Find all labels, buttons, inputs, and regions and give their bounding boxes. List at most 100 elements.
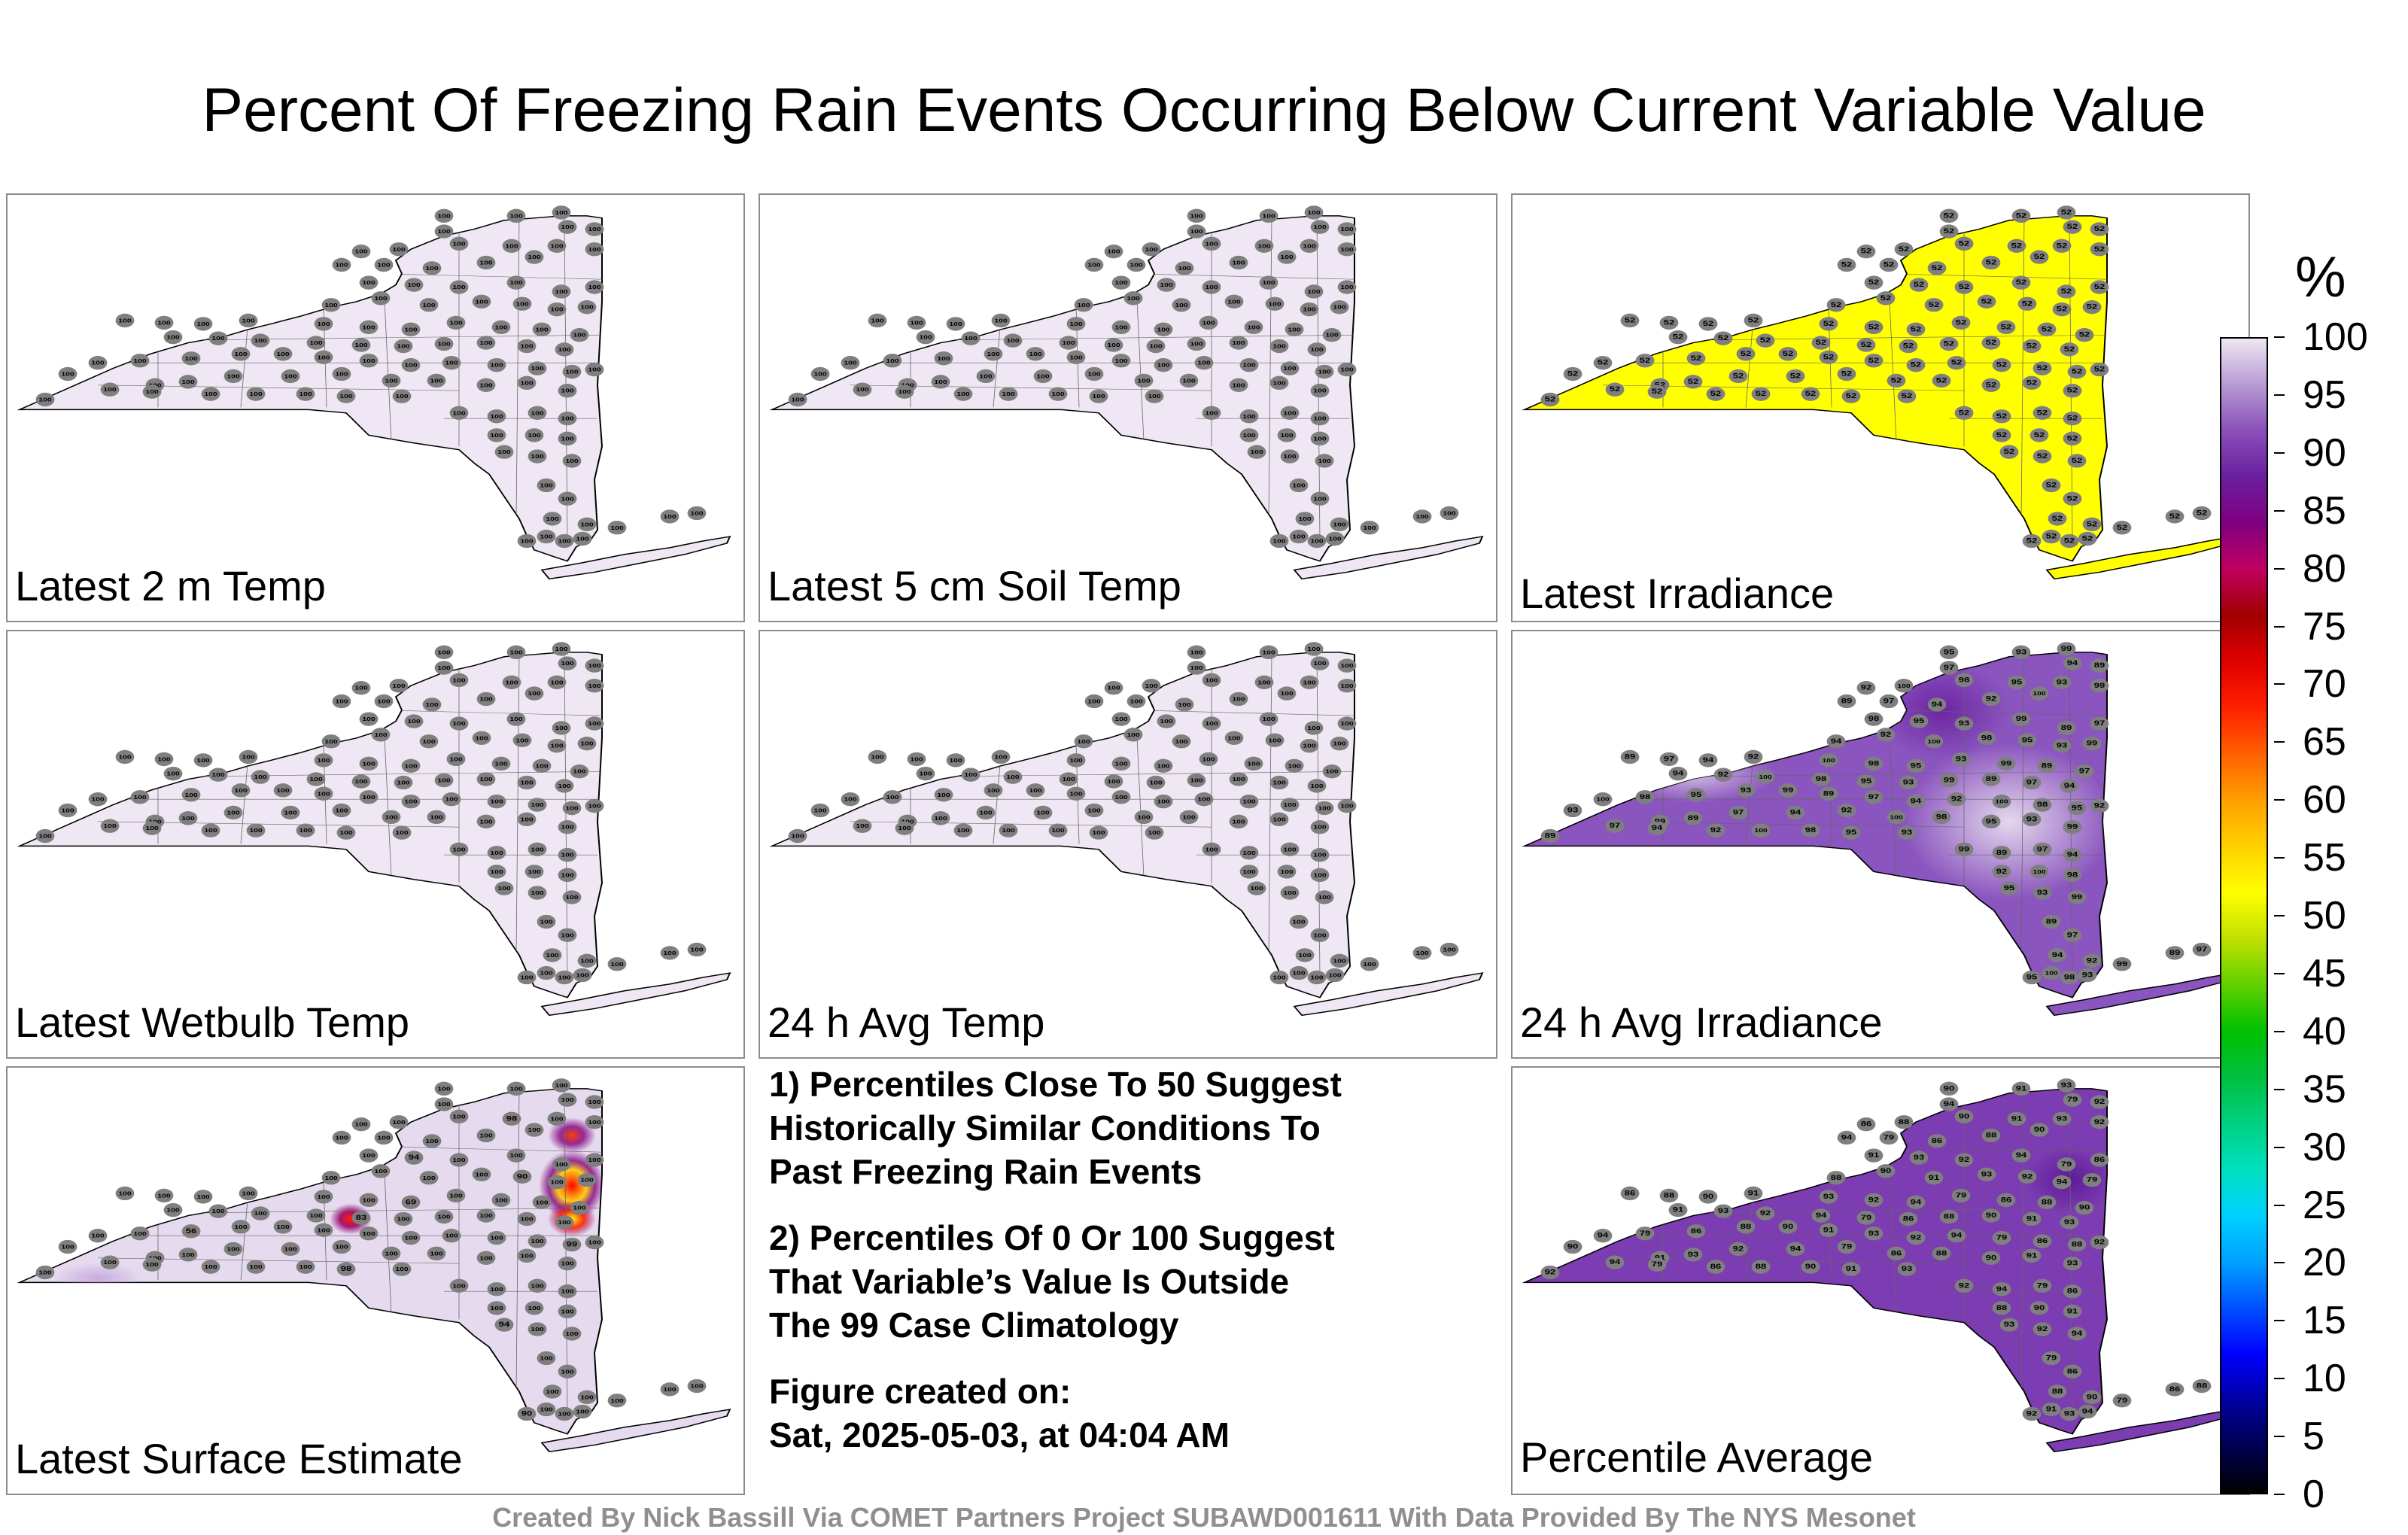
station-marker: 100 <box>1337 242 1357 257</box>
station-marker: 100 <box>476 772 496 786</box>
station-value: 100 <box>1313 872 1326 878</box>
station-value: 100 <box>1137 378 1150 384</box>
station-value: 100 <box>561 824 573 830</box>
station-marker: 92 <box>1906 1230 1926 1245</box>
station-marker: 90 <box>1954 1109 1974 1124</box>
long-island-outline <box>1293 536 1484 580</box>
station-marker: 100 <box>1440 942 1459 957</box>
station-value: 93 <box>2026 816 2037 823</box>
station-value: 100 <box>561 932 573 938</box>
station-marker: 100 <box>558 1364 577 1378</box>
station-value: 100 <box>561 415 573 421</box>
station-value: 100 <box>550 679 563 685</box>
station-value: 100 <box>1114 761 1127 767</box>
station-value: 100 <box>565 894 578 900</box>
station-marker: 52 <box>1954 280 1974 294</box>
station-value: 52 <box>2169 512 2180 520</box>
station-value: 100 <box>509 716 522 722</box>
station-marker: 93 <box>2060 1215 2079 1230</box>
station-value: 100 <box>374 295 387 301</box>
station-value: 79 <box>1884 1134 1894 1141</box>
station-marker: 100 <box>934 351 953 366</box>
station-value: 93 <box>2067 1260 2078 1267</box>
station-marker: 89 <box>1837 694 1856 709</box>
station-value: 100 <box>1328 972 1341 978</box>
colorbar-unit: % <box>2295 245 2346 309</box>
station-value: 89 <box>2046 918 2057 926</box>
station-marker: 100 <box>585 716 604 731</box>
station-marker: 52 <box>2078 531 2097 546</box>
station-value: 100 <box>317 757 330 763</box>
station-value: 100 <box>407 281 420 287</box>
station-value: 99 <box>2001 760 2011 768</box>
station-marker: 100 <box>208 768 228 782</box>
station-marker: 100 <box>1330 737 1349 751</box>
station-value: 52 <box>2094 366 2105 373</box>
panel-latest-wetbulb-temp: 100 100 100 100 100 100 100 100 100 100 100 100 100 1… <box>6 630 745 1059</box>
station-marker: 100 <box>1254 239 1274 253</box>
station-marker: 52 <box>1593 356 1613 370</box>
station-marker: 94 <box>1992 1282 2011 1296</box>
station-value: 100 <box>181 815 194 821</box>
station-marker: 100 <box>607 1394 627 1408</box>
station-value: 100 <box>964 771 977 777</box>
colorbar-tick <box>2274 1378 2285 1380</box>
station-value: 52 <box>1981 298 1992 305</box>
station-marker: 100 <box>1310 220 1330 234</box>
station-value: 100 <box>1283 801 1296 807</box>
station-value: 91 <box>1929 1174 1940 1181</box>
station-value: 100 <box>1272 538 1285 544</box>
station-marker: 100 <box>552 642 571 656</box>
station-value: 100 <box>558 1219 570 1225</box>
station-value: 100 <box>610 1397 623 1403</box>
station-marker: 100 <box>332 694 351 709</box>
station-value: 52 <box>2082 535 2093 543</box>
station-value: 97 <box>1944 664 1954 672</box>
station-value: 94 <box>2064 782 2075 789</box>
station-value: 100 <box>392 682 405 688</box>
station-marker: 93 <box>2011 645 2031 660</box>
station-marker: 100 <box>1593 792 1613 807</box>
station-value: 100 <box>540 970 552 976</box>
station-marker: 90 <box>512 1169 532 1184</box>
station-value: 52 <box>1610 386 1620 394</box>
station-value: 100 <box>148 1255 161 1261</box>
station-marker: 100 <box>1239 409 1259 424</box>
station-value: 100 <box>901 819 914 825</box>
station-marker: 100 <box>532 322 552 336</box>
station-marker: 100 <box>895 385 914 399</box>
station-value: 100 <box>1303 306 1315 312</box>
station-value: 52 <box>1703 320 1713 327</box>
station-value: 100 <box>1029 351 1041 357</box>
station-value: 100 <box>1272 816 1285 822</box>
station-marker: 100 <box>1199 752 1218 767</box>
station-marker: 100 <box>1239 846 1259 860</box>
station-marker: 100 <box>660 1382 680 1397</box>
station-value: 100 <box>452 241 465 247</box>
station-marker: 100 <box>1337 658 1357 673</box>
station-marker: 100 <box>528 449 547 464</box>
station-marker: 89 <box>1819 786 1838 801</box>
station-value: 100 <box>339 393 352 399</box>
station-value: 99 <box>2067 823 2078 831</box>
station-value: 100 <box>561 1288 573 1294</box>
station-marker: 100 <box>472 1167 491 1181</box>
station-value: 100 <box>61 1244 74 1250</box>
station-marker: 100 <box>1337 222 1357 236</box>
station-marker: 94 <box>1698 753 1718 768</box>
station-value: 100 <box>1087 262 1100 268</box>
station-marker: 86 <box>1899 1211 1918 1226</box>
station-marker: 100 <box>1048 823 1068 837</box>
station-marker: 100 <box>58 1239 78 1254</box>
station-marker: 100 <box>524 428 544 442</box>
station-value: 100 <box>1182 814 1195 820</box>
station-marker: 52 <box>1647 385 1667 399</box>
station-marker: 100 <box>1285 758 1304 773</box>
station-marker: 52 <box>2033 449 2052 464</box>
station-value: 88 <box>2042 1199 2052 1206</box>
station-marker: 100 <box>1310 868 1330 883</box>
station-marker: 100 <box>532 758 552 773</box>
station-value: 100 <box>234 1223 247 1230</box>
station-marker: 86 <box>2063 1364 2082 1378</box>
station-marker: 100 <box>1157 714 1176 728</box>
